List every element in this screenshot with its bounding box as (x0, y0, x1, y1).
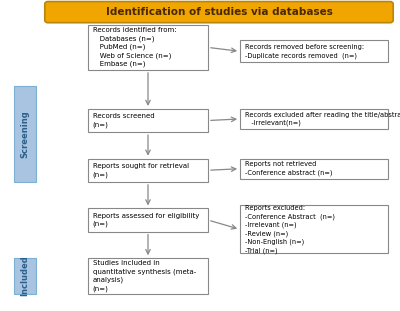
Text: Identification of studies via databases: Identification of studies via databases (106, 7, 332, 17)
FancyBboxPatch shape (240, 109, 388, 129)
FancyBboxPatch shape (88, 159, 208, 182)
Text: Screening: Screening (20, 110, 30, 158)
FancyBboxPatch shape (88, 25, 208, 70)
FancyBboxPatch shape (88, 208, 208, 232)
Text: Records excluded after reading the title/abstract
   -Irrelevant(n=): Records excluded after reading the title… (245, 112, 400, 126)
FancyBboxPatch shape (240, 40, 388, 62)
Text: Included: Included (20, 256, 30, 296)
Text: Studies included in
quantitative synthesis (meta-
analysis)
(n=): Studies included in quantitative synthes… (93, 260, 196, 292)
FancyBboxPatch shape (14, 86, 36, 182)
Text: Records removed before screening:
-Duplicate records removed  (n=): Records removed before screening: -Dupli… (245, 44, 364, 58)
Text: Reports excluded:
-Conference Abstract  (n=)
-Irrelevant (n=)
-Review (n=)
-Non-: Reports excluded: -Conference Abstract (… (245, 205, 335, 253)
Text: Records screened
(n=): Records screened (n=) (93, 113, 154, 128)
FancyBboxPatch shape (14, 258, 36, 294)
FancyBboxPatch shape (240, 159, 388, 179)
FancyBboxPatch shape (88, 258, 208, 294)
Text: Records identified from:
   Databases (n=)
   PubMed (n=)
   Web of Science (n=): Records identified from: Databases (n=) … (93, 27, 176, 67)
Text: Reports not retrieved
-Conference abstract (n=): Reports not retrieved -Conference abstra… (245, 161, 332, 176)
FancyBboxPatch shape (45, 2, 393, 23)
FancyBboxPatch shape (240, 205, 388, 253)
Text: Reports sought for retrieval
(n=): Reports sought for retrieval (n=) (93, 163, 189, 178)
FancyBboxPatch shape (88, 109, 208, 132)
Text: Reports assessed for eligibility
(n=): Reports assessed for eligibility (n=) (93, 213, 199, 227)
